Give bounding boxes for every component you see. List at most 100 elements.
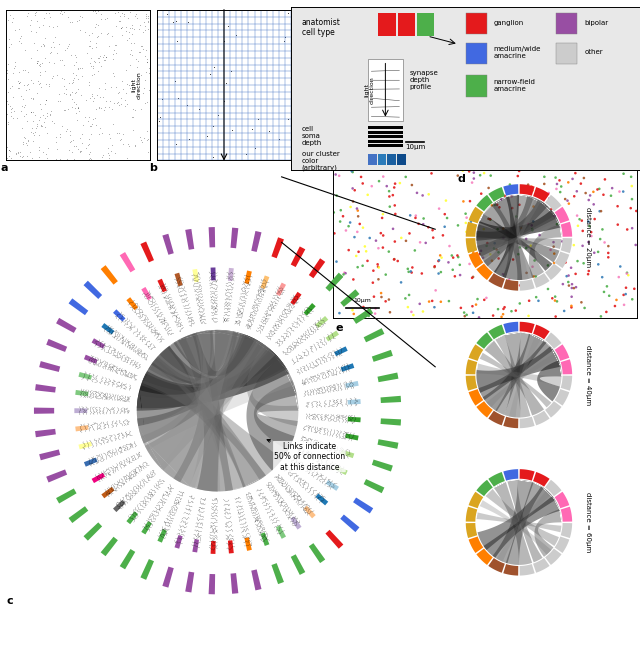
Bar xyxy=(417,13,434,36)
Polygon shape xyxy=(545,263,561,280)
Point xyxy=(627,294,637,305)
Point xyxy=(618,168,628,179)
Point xyxy=(124,26,134,37)
Point xyxy=(527,181,537,192)
Point xyxy=(494,202,504,213)
Point xyxy=(483,214,493,224)
Point xyxy=(348,305,358,315)
Point xyxy=(527,220,537,231)
Point xyxy=(38,13,49,24)
Point xyxy=(19,111,29,121)
Point xyxy=(124,48,134,59)
Point xyxy=(114,100,124,111)
Point xyxy=(595,206,605,217)
Point xyxy=(476,189,486,199)
Point xyxy=(133,84,143,95)
Point xyxy=(596,311,606,322)
Point xyxy=(44,81,54,91)
Point xyxy=(162,9,172,20)
Point xyxy=(19,80,29,90)
Point xyxy=(407,262,417,272)
Point xyxy=(348,167,358,178)
Polygon shape xyxy=(476,224,559,263)
Point xyxy=(36,104,46,115)
Point xyxy=(631,206,640,216)
Point xyxy=(99,92,109,103)
Point xyxy=(597,224,607,234)
Polygon shape xyxy=(503,469,518,481)
Polygon shape xyxy=(140,559,154,580)
Point xyxy=(35,67,45,77)
Point xyxy=(64,78,74,88)
Point xyxy=(109,45,119,56)
Polygon shape xyxy=(113,309,125,322)
Polygon shape xyxy=(309,258,325,278)
Point xyxy=(65,137,75,147)
Point xyxy=(593,259,604,270)
Point xyxy=(23,67,33,77)
Point xyxy=(86,53,97,64)
Point xyxy=(418,307,428,317)
Point xyxy=(607,183,617,193)
Point xyxy=(488,310,499,321)
Polygon shape xyxy=(141,521,152,534)
Polygon shape xyxy=(291,554,305,575)
Point xyxy=(62,123,72,134)
Point xyxy=(20,100,30,110)
Point xyxy=(585,190,595,200)
Polygon shape xyxy=(46,339,67,352)
Point xyxy=(41,94,51,105)
Polygon shape xyxy=(484,341,544,415)
Point xyxy=(404,267,414,277)
Point xyxy=(106,82,116,92)
Point xyxy=(475,170,485,181)
Point xyxy=(72,103,83,113)
Point xyxy=(499,302,509,312)
Point xyxy=(140,21,150,31)
Point xyxy=(26,53,36,64)
Point xyxy=(384,246,394,257)
Point xyxy=(15,151,26,161)
Point xyxy=(139,16,149,27)
Point xyxy=(202,131,212,141)
Polygon shape xyxy=(561,222,572,237)
Polygon shape xyxy=(68,299,88,315)
Point xyxy=(33,56,43,66)
Polygon shape xyxy=(193,269,199,282)
Point xyxy=(92,89,102,100)
Point xyxy=(79,27,90,37)
Point xyxy=(389,254,399,265)
Point xyxy=(184,134,194,144)
Point xyxy=(378,231,388,241)
Point xyxy=(35,69,45,80)
Point xyxy=(583,237,593,248)
Point xyxy=(44,109,54,120)
Polygon shape xyxy=(303,506,316,518)
Point xyxy=(230,29,241,40)
Point xyxy=(65,130,76,141)
Point xyxy=(142,97,152,107)
Point xyxy=(91,38,101,48)
Polygon shape xyxy=(141,287,152,301)
Point xyxy=(21,85,31,96)
Point xyxy=(157,94,167,104)
Point xyxy=(564,280,574,291)
Point xyxy=(602,281,612,291)
Point xyxy=(52,70,63,81)
Point xyxy=(499,304,509,314)
Point xyxy=(141,126,152,137)
Point xyxy=(93,52,104,63)
Point xyxy=(8,92,18,102)
Point xyxy=(485,214,495,225)
Point xyxy=(600,237,610,248)
Text: narrow-field
amacrine: narrow-field amacrine xyxy=(493,79,536,92)
Point xyxy=(13,77,24,88)
Point xyxy=(86,61,97,71)
Point xyxy=(140,132,150,143)
Point xyxy=(21,138,31,149)
Point xyxy=(26,92,36,103)
Point xyxy=(97,127,107,138)
Point xyxy=(73,73,83,84)
Point xyxy=(4,41,14,52)
Text: 10μm: 10μm xyxy=(405,144,425,150)
